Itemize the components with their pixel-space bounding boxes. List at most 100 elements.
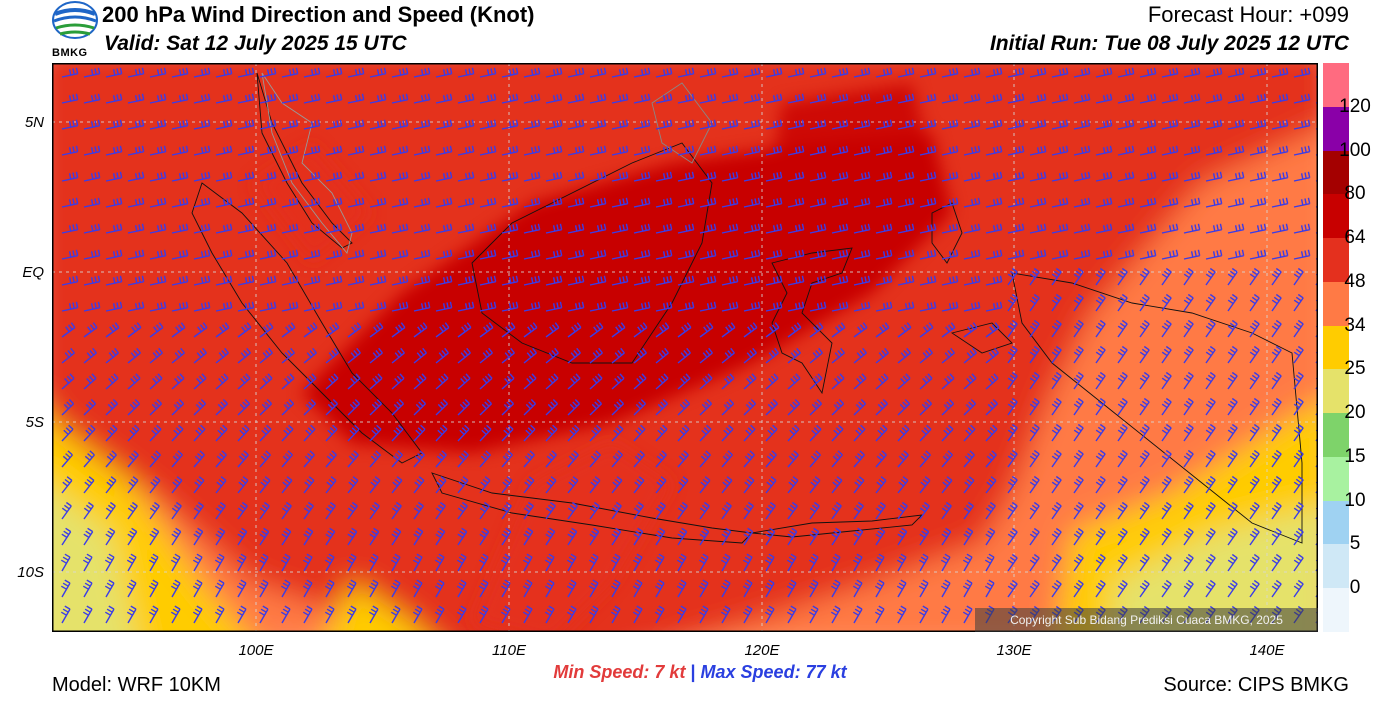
wind-barb [259,347,273,364]
wind-barb [633,249,651,260]
wind-barb [1051,293,1062,312]
wind-barb [1271,119,1289,130]
wind-barb [1183,475,1194,494]
wind-barb [1227,319,1238,338]
wind-barb [1293,449,1304,468]
wind-barb [413,501,424,520]
wind-barb [633,301,651,312]
wind-barb [215,301,233,312]
wind-barb [369,373,383,390]
wind-barb [61,501,72,520]
wind-barb [1117,579,1128,598]
wind-barb [104,553,115,572]
wind-barb [479,424,492,442]
wind-barb [1161,397,1172,416]
wind-barb [104,579,115,598]
wind-barb [831,223,849,234]
wind-barb [1007,501,1018,520]
wind-barb [193,171,211,182]
wind-barb [435,67,453,78]
wind-barb [523,171,541,182]
wind-barb [325,249,343,260]
wind-barb [457,67,475,78]
wind-barb [677,249,695,260]
wind-barb [919,249,937,260]
wind-barb [281,67,299,78]
wind-barb [215,424,228,442]
wind-barb [655,171,673,182]
wind-barb [853,301,871,312]
wind-barb [853,223,871,234]
wind-barb [1271,475,1282,494]
wind-barb [237,424,250,442]
wind-barb [148,553,159,572]
wind-barb [1293,171,1311,182]
wind-barb [1183,145,1201,156]
wind-barb [809,373,823,390]
wind-barb [457,527,468,546]
wind-barb [478,553,489,572]
wind-barb [852,579,863,598]
wind-barb [787,476,799,494]
wind-barb [1161,579,1172,598]
wind-barb [1139,449,1150,468]
wind-barb [897,301,915,312]
wind-barb [1227,93,1245,104]
wind-barb [743,171,761,182]
wind-barb [1205,501,1216,520]
wind-barb [963,399,977,416]
wind-barb [149,373,163,390]
wind-barb [1139,93,1157,104]
wind-barb [1029,171,1047,182]
wind-barbs [60,67,1318,624]
wind-barb [699,197,717,208]
wind-barb [567,501,578,520]
wind-barb [610,605,621,624]
wind-barb [105,171,123,182]
wind-barb [523,119,541,130]
wind-barb [919,424,932,442]
wind-barb [1073,67,1091,78]
wind-barb [676,605,687,624]
wind-barb [523,399,537,416]
wind-barb [303,223,321,234]
wind-barb [105,527,116,546]
wind-barb [787,527,798,546]
wind-barb [61,67,79,78]
legend-label: 10 [1344,489,1366,511]
wind-barb [127,249,145,260]
wind-barb [1227,293,1238,312]
wind-barb [259,197,277,208]
wind-barb [809,197,827,208]
wind-barb [743,347,757,364]
wind-barb [127,145,145,156]
wind-barb [259,249,277,260]
wind-barb [171,119,189,130]
wind-barb [1161,93,1179,104]
wind-barb [567,223,585,234]
wind-barb [853,501,864,520]
wind-barb [61,93,79,104]
wind-barb [171,249,189,260]
wind-barb [61,347,75,364]
wind-barb [941,399,955,416]
wind-barb [303,119,321,130]
wind-barb [699,373,713,390]
wind-barb [611,301,629,312]
wind-barb [259,527,270,546]
wind-barb [501,119,519,130]
wind-barb [633,347,647,364]
wind-barb [941,501,952,520]
wind-barb [347,424,360,442]
wind-barb [390,605,401,624]
wind-barb [831,93,849,104]
wind-barb [456,579,467,598]
wind-barb [963,373,977,390]
wind-barb [1095,345,1106,364]
wind-barb [457,450,469,468]
wind-barb [325,301,343,312]
wind-barb [347,476,359,494]
wind-barb [347,145,365,156]
wind-barb [391,501,402,520]
wind-barb [809,527,820,546]
